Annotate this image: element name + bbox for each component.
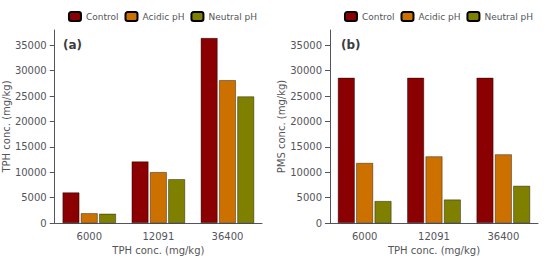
svg-text:6000: 6000 [352, 231, 377, 242]
svg-text:TPH conc. (mg/kg): TPH conc. (mg/kg) [1, 80, 12, 173]
svg-text:Acidic pH: Acidic pH [418, 12, 460, 22]
svg-text:20000: 20000 [15, 116, 47, 127]
svg-text:20000: 20000 [290, 116, 322, 127]
svg-text:6000: 6000 [77, 231, 102, 242]
svg-text:Neutral pH: Neutral pH [484, 12, 533, 22]
svg-text:Control: Control [86, 12, 119, 22]
svg-text:0: 0 [316, 218, 322, 229]
svg-text:5000: 5000 [21, 192, 46, 203]
svg-text:5000: 5000 [297, 192, 322, 203]
svg-text:10000: 10000 [15, 167, 47, 178]
svg-text:36400: 36400 [487, 231, 519, 242]
svg-text:TPH conc. (mg/kg): TPH conc. (mg/kg) [387, 245, 480, 256]
svg-text:Acidic pH: Acidic pH [142, 12, 184, 22]
svg-text:25000: 25000 [15, 91, 47, 102]
svg-text:25000: 25000 [290, 91, 322, 102]
svg-text:TPH conc. (mg/kg): TPH conc. (mg/kg) [111, 245, 204, 256]
svg-text:35000: 35000 [290, 40, 322, 51]
svg-text:36400: 36400 [212, 231, 244, 242]
svg-text:12091: 12091 [142, 231, 174, 242]
svg-text:35000: 35000 [15, 40, 47, 51]
svg-text:Neutral pH: Neutral pH [208, 12, 257, 22]
svg-text:15000: 15000 [15, 141, 47, 152]
svg-text:12091: 12091 [418, 231, 450, 242]
svg-text:15000: 15000 [290, 141, 322, 152]
svg-text:(b): (b) [341, 38, 361, 52]
svg-text:(a): (a) [63, 38, 82, 52]
svg-text:0: 0 [40, 218, 46, 229]
svg-text:Control: Control [362, 12, 395, 22]
svg-text:PMS conc. (mg/kg): PMS conc. (mg/kg) [276, 80, 287, 173]
svg-text:30000: 30000 [15, 65, 47, 76]
svg-text:10000: 10000 [290, 167, 322, 178]
svg-text:30000: 30000 [290, 65, 322, 76]
